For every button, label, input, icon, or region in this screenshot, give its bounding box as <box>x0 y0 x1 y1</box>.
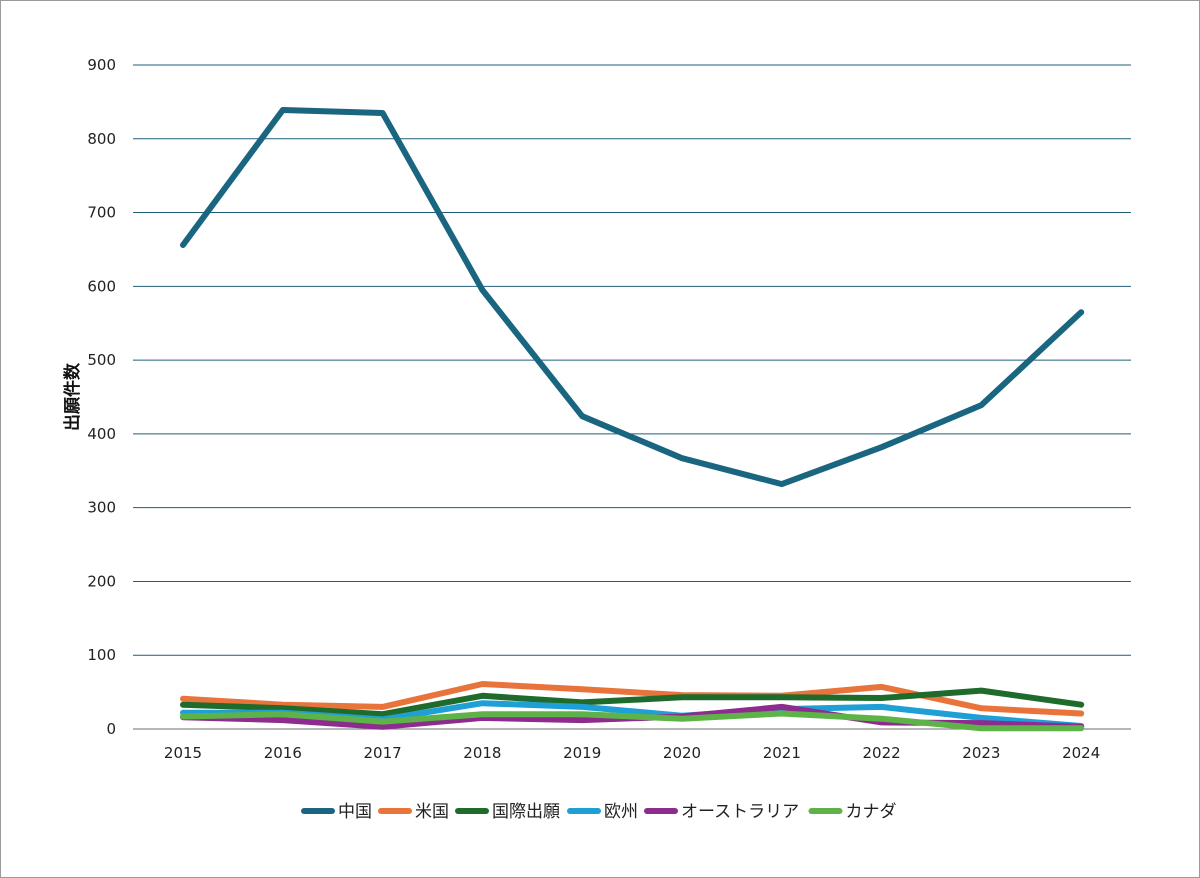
y-tick-label: 600 <box>87 277 116 295</box>
y-tick-label: 400 <box>87 425 116 443</box>
grid-lines <box>133 64 1131 730</box>
legend: 中国 米国 国際出願 欧州 オーストラリア カナダ <box>301 802 897 822</box>
series-line-2 <box>180 687 1085 718</box>
y-axis-label: 出願件数 <box>62 362 83 431</box>
x-tick-labels: 2015 2016 2017 2018 2019 2020 2021 2022 2023 2024 <box>164 744 1100 762</box>
y-tick-label: 100 <box>87 646 116 664</box>
legend-label: カナダ <box>846 802 897 822</box>
x-tick-label: 2024 <box>1062 744 1100 762</box>
y-tick-label: 200 <box>87 572 116 590</box>
x-tick-label: 2017 <box>364 744 402 762</box>
x-tick-label: 2018 <box>463 744 501 762</box>
y-tick-label: 900 <box>87 56 116 74</box>
y-tick-label: 700 <box>87 204 116 222</box>
x-tick-label: 2020 <box>663 744 701 762</box>
y-tick-label: 300 <box>87 499 116 517</box>
legend-label: 国際出願 <box>492 802 560 822</box>
series-line-5 <box>180 710 1085 732</box>
x-tick-label: 2021 <box>763 744 801 762</box>
y-tick-label: 500 <box>87 351 116 369</box>
legend-label: 中国 <box>338 802 372 822</box>
x-tick-label: 2019 <box>563 744 601 762</box>
y-tick-label: 0 <box>106 720 116 738</box>
series-line-0 <box>180 107 1085 488</box>
legend-label: 米国 <box>415 802 449 822</box>
x-tick-label: 2015 <box>164 744 202 762</box>
x-tick-label: 2016 <box>264 744 302 762</box>
y-tick-label: 800 <box>87 130 116 148</box>
y-tick-labels: 0 100 200 300 400 500 600 700 800 900 <box>87 56 116 738</box>
legend-label: 欧州 <box>604 802 638 822</box>
x-tick-label: 2022 <box>863 744 901 762</box>
legend-label: オーストラリア <box>681 802 799 822</box>
series-lines <box>180 107 1085 732</box>
series-line-1 <box>180 681 1085 717</box>
x-tick-label: 2023 <box>962 744 1000 762</box>
